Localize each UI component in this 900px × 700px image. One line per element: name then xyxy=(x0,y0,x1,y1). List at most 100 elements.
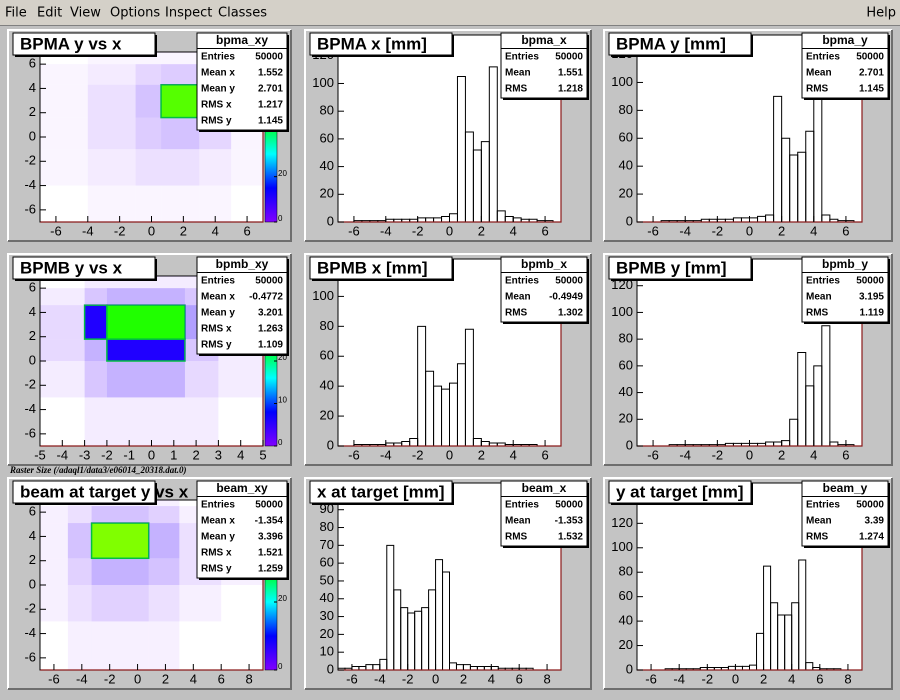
pad-title: BPMA y [mm] xyxy=(616,34,726,53)
stats-box xyxy=(196,480,288,579)
y-tick-label: 0 xyxy=(626,213,633,228)
x-tick-label: -6 xyxy=(647,447,659,462)
stats-value: 1.145 xyxy=(859,84,884,95)
stats-label: Mean x xyxy=(201,292,235,303)
stats-value: 2.701 xyxy=(859,68,884,79)
y-tick-label: 100 xyxy=(312,75,334,90)
hist2d-cell xyxy=(40,621,68,670)
y-tick-label: 0 xyxy=(327,437,334,452)
hist2d-cell xyxy=(84,397,107,446)
menu-item[interactable]: Inspect xyxy=(165,6,212,21)
stats-value: 1.532 xyxy=(558,532,583,543)
stats-value: 50000 xyxy=(555,500,583,511)
stats-label: Entries xyxy=(201,52,235,63)
x-tick-label: -4 xyxy=(679,223,691,238)
x-tick-label: 1 xyxy=(170,447,177,462)
stats-label: RMS y xyxy=(201,116,232,127)
x-tick-label: -1 xyxy=(123,447,135,462)
title-box xyxy=(309,480,453,504)
y-tick-label: 60 xyxy=(320,348,334,363)
hist2d-cell xyxy=(148,523,180,559)
menu-item[interactable]: Edit xyxy=(37,6,62,21)
stats-box xyxy=(500,256,588,323)
menu-bar xyxy=(0,0,900,25)
stats-label: RMS xyxy=(505,308,528,319)
stats-value: 1.217 xyxy=(258,100,283,111)
y-tick-label: 70 xyxy=(320,537,334,552)
pad-bevel-dark xyxy=(604,478,893,690)
menu-item[interactable]: View xyxy=(70,6,101,21)
y-tick-label: 0 xyxy=(29,352,36,367)
stats-name: bpmb_xy xyxy=(216,257,269,271)
hist2d-cell xyxy=(231,149,263,186)
stats-value: 3.396 xyxy=(258,532,283,543)
stats-box xyxy=(500,480,588,547)
z-tick-label: 20 xyxy=(278,594,287,603)
stats-label: RMS xyxy=(505,532,528,543)
title-box xyxy=(12,480,156,504)
x-tick-label: -6 xyxy=(50,223,62,238)
y-tick-label: 10 xyxy=(320,644,334,659)
pad-title: BPMA x [mm] xyxy=(317,34,427,53)
stats-value: -1.354 xyxy=(255,516,284,527)
hist2d-cell xyxy=(161,185,200,222)
stats-name: beam_x xyxy=(522,481,567,495)
y-tick-label: 100 xyxy=(611,74,633,89)
y-tick-label: 40 xyxy=(619,384,633,399)
z-tick-label: 20 xyxy=(278,169,287,178)
stats-value: 1.551 xyxy=(558,68,583,79)
stats-label: Entries xyxy=(505,276,539,287)
stats-value: 50000 xyxy=(856,276,884,287)
x-tick-label: 0 xyxy=(732,671,739,686)
stats-name: bpmb_x xyxy=(521,257,567,271)
menu-item[interactable]: Classes xyxy=(218,6,267,21)
z-tick-label: 0 xyxy=(278,214,283,223)
x-tick-label: 6 xyxy=(842,447,849,462)
y-tick-label: 100 xyxy=(611,539,633,554)
stats-label: RMS xyxy=(806,308,829,319)
stats-value: 1.552 xyxy=(258,68,283,79)
stats-label: Entries xyxy=(806,52,840,63)
hist2d-cell xyxy=(135,117,162,150)
pad-bevel-light xyxy=(603,253,892,465)
x-tick-label: 6 xyxy=(541,447,548,462)
hist2d-cell xyxy=(160,84,201,119)
y-tick-label: 30 xyxy=(320,608,334,623)
stats-name: beam_xy xyxy=(216,481,268,495)
stats-label: Entries xyxy=(505,500,539,511)
stats-value: 50000 xyxy=(255,276,283,287)
stats-label: Entries xyxy=(505,52,539,63)
stats-value: 3.201 xyxy=(258,308,283,319)
pad-bevel-dark xyxy=(305,478,592,690)
y-tick-label: 6 xyxy=(29,56,36,71)
x-tick-label: 2 xyxy=(478,223,485,238)
pad-bevel-light xyxy=(7,29,291,241)
hist2d-cell xyxy=(179,621,221,670)
x-tick-label: 8 xyxy=(844,671,851,686)
menu-item[interactable]: Options xyxy=(110,6,160,21)
stats-label: Entries xyxy=(201,276,235,287)
x-tick-label: -4 xyxy=(57,447,69,462)
hist2d-cell xyxy=(148,585,180,622)
x-tick-label: 2 xyxy=(778,447,785,462)
hist2d-cell xyxy=(40,585,68,622)
x-tick-label: 2 xyxy=(478,447,485,462)
stats-box xyxy=(196,32,288,131)
menu-item[interactable]: Help xyxy=(866,6,896,21)
x-tick-label: -5 xyxy=(34,447,46,462)
menu-item[interactable]: File xyxy=(5,6,27,21)
hist2d-cell xyxy=(40,64,88,85)
x-tick-label: -4 xyxy=(673,671,685,686)
x-tick-label: 2 xyxy=(778,223,785,238)
pad-bevel-dark xyxy=(8,478,292,690)
histogram-bin xyxy=(528,444,538,446)
x-tick-label: 0 xyxy=(148,447,155,462)
stats-label: RMS xyxy=(806,532,829,543)
hist2d-cell xyxy=(91,558,149,585)
hist2d-cell xyxy=(67,621,92,670)
stats-value: 3.39 xyxy=(865,516,885,527)
x-tick-label: 4 xyxy=(510,447,517,462)
stats-value: -0.4772 xyxy=(249,292,283,303)
x-tick-label: -4 xyxy=(380,447,392,462)
hist2d-cell xyxy=(67,585,92,622)
